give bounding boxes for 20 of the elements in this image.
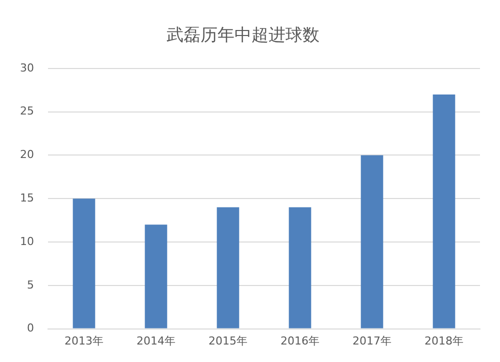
bar [144,224,168,328]
bar [288,207,312,328]
x-tick-label: 2016年 [280,334,320,348]
x-tick-label: 2017年 [352,334,392,348]
y-tick-label: 10 [20,234,34,248]
x-tick-label: 2015年 [208,334,248,348]
bar [432,94,456,328]
y-tick-label: 0 [26,322,34,335]
x-tick-label: 2018年 [424,334,464,348]
x-tick-label: 2014年 [136,334,176,348]
y-tick-label: 25 [20,104,34,118]
y-tick-label: 5 [26,278,34,292]
y-tick-label: 30 [20,61,34,74]
y-tick-label: 15 [20,191,34,204]
bar [72,198,96,328]
chart-title: 武磊历年中超进球数 [166,26,320,46]
x-tick-label: 2013年 [64,334,104,348]
bar [216,207,240,328]
y-tick-label: 20 [20,148,34,162]
bar [360,155,384,328]
